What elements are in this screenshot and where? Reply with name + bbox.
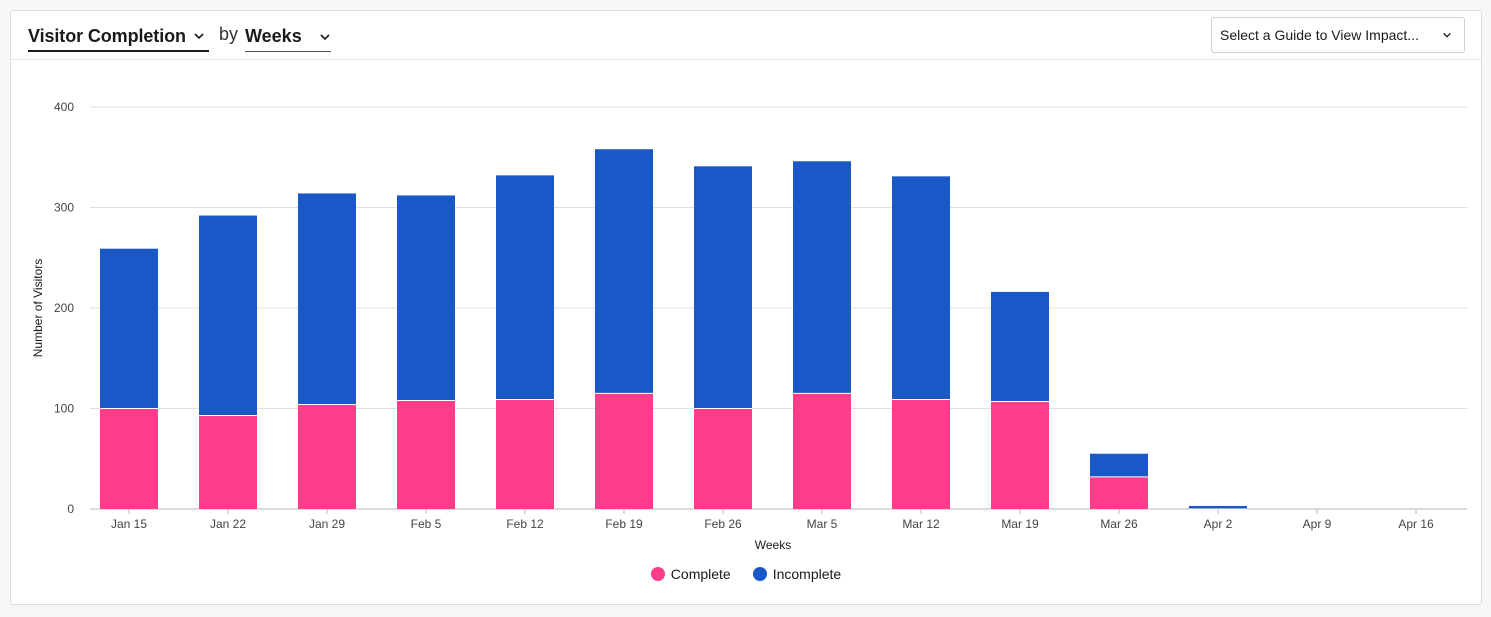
x-tick-label: Feb 5 [411, 517, 442, 531]
x-tick-label: Apr 9 [1303, 517, 1332, 531]
legend-dot-complete [650, 567, 665, 581]
x-tick-label: Mar 5 [807, 517, 838, 531]
period-dropdown[interactable]: Weeks [245, 22, 331, 52]
bar-incomplete-feb-26 [694, 166, 752, 409]
guide-select-placeholder: Select a Guide to View Impact... [1220, 27, 1419, 43]
y-tick-label: 0 [67, 502, 74, 516]
y-tick-label: 400 [54, 100, 74, 114]
bar-incomplete-jan-22 [199, 215, 257, 416]
chart-header: Visitor Completion by Weeks Select a Gui… [11, 11, 1481, 60]
legend-label-complete: Complete [670, 566, 731, 582]
bar-complete-jan-29 [298, 404, 356, 509]
bar-incomplete-mar-12 [892, 176, 950, 400]
chevron-down-icon [1443, 32, 1451, 38]
x-tick-label: Jan 15 [111, 517, 147, 531]
bar-complete-feb-19 [595, 393, 653, 509]
bar-complete-feb-26 [694, 408, 752, 509]
by-label: by [219, 24, 239, 44]
metric-dropdown[interactable]: Visitor Completion [28, 22, 209, 52]
metric-dropdown-label: Visitor Completion [28, 25, 186, 46]
bar-incomplete-mar-19 [991, 291, 1049, 402]
y-axis-title: Number of Visitors [31, 259, 45, 357]
bar-complete-feb-5 [397, 400, 455, 509]
legend-dot-incomplete [752, 567, 767, 581]
x-tick-label: Feb 12 [506, 517, 544, 531]
x-tick-label: Mar 19 [1001, 517, 1039, 531]
x-tick-label: Apr 16 [1398, 517, 1434, 531]
chart-legend: Complete Incomplete [11, 566, 1481, 582]
legend-item-incomplete[interactable]: Incomplete [752, 566, 842, 582]
y-tick-label: 200 [54, 301, 74, 315]
legend-item-complete[interactable]: Complete [650, 566, 731, 582]
x-tick-label: Jan 22 [210, 517, 246, 531]
stacked-bar-chart: 0 100 200 300 400 Jan 15 Jan 22 Jan 29 Feb 5 Feb … [31, 100, 1467, 552]
bar-complete-feb-12 [496, 399, 554, 509]
bar-incomplete-feb-19 [595, 149, 653, 394]
x-axis-title: Weeks [755, 538, 791, 552]
y-tick-label: 100 [54, 402, 74, 416]
bar-incomplete-mar-26 [1090, 453, 1148, 477]
bar-complete-mar-5 [793, 393, 851, 509]
x-tick-label: Mar 12 [902, 517, 940, 531]
x-tick-label: Mar 26 [1100, 517, 1138, 531]
x-tick-label: Feb 26 [704, 517, 742, 531]
chart-card: Visitor Completion by Weeks Select a Gui… [10, 10, 1482, 605]
bar-complete-jan-22 [199, 415, 257, 509]
y-tick-label: 300 [54, 201, 74, 215]
bar-incomplete-mar-5 [793, 161, 851, 394]
bar-complete-mar-12 [892, 399, 950, 509]
bar-complete-mar-26 [1090, 476, 1148, 509]
bar-complete-jan-15 [100, 408, 158, 509]
chevron-down-icon [320, 33, 330, 40]
legend-label-incomplete: Incomplete [772, 566, 842, 582]
bar-incomplete-apr-2 [1189, 505, 1247, 509]
x-tick-label: Apr 2 [1204, 517, 1233, 531]
guide-select-dropdown[interactable]: Select a Guide to View Impact... [1211, 17, 1465, 53]
bar-incomplete-feb-5 [397, 195, 455, 401]
bar-incomplete-jan-15 [100, 248, 158, 409]
x-tick-label: Jan 29 [309, 517, 345, 531]
bar-complete-mar-19 [991, 401, 1049, 509]
bar-incomplete-jan-29 [298, 193, 356, 405]
bar-incomplete-feb-12 [496, 175, 554, 400]
chevron-down-icon [194, 33, 204, 40]
x-tick-label: Feb 19 [605, 517, 643, 531]
period-dropdown-label: Weeks [245, 26, 302, 46]
